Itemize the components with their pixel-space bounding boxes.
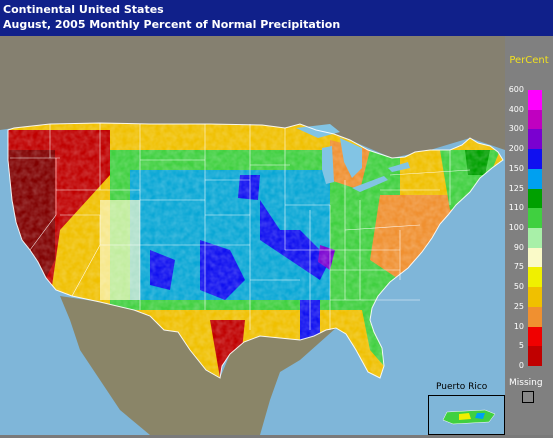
legend-swatch-10 [528,326,542,347]
missing-label: Missing [509,378,543,388]
legend-title: PerCent [509,55,549,66]
map-canvas [0,36,505,435]
map-title: Continental United States [3,3,164,16]
legend-label-400: 400 [508,104,524,114]
legend-label-600: 600 [508,85,524,94]
legend-label-0: 0 [518,361,524,370]
lakes [296,124,410,192]
legend-swatch-400 [528,109,542,130]
legend-swatch-90 [528,247,542,268]
legend-swatch-100 [528,228,542,248]
legend-swatch-110 [528,208,542,229]
legend-label-200: 200 [508,144,524,154]
precipitation-map[interactable] [0,36,505,435]
lake-superior [296,124,340,138]
legend-label-110: 110 [508,203,524,213]
legend-swatch-25 [528,306,542,327]
missing-swatch [522,391,534,403]
legend-label-90: 90 [513,242,524,252]
legend-swatch-125 [528,188,542,209]
puerto-rico-inset [428,395,505,435]
legend-label-50: 50 [513,282,524,292]
title-bar: Continental United States August, 2005 M… [0,0,553,36]
legend-swatch-200 [528,149,542,170]
legend-swatch-300 [528,129,542,150]
puerto-rico-map [442,409,496,425]
legend-label-300: 300 [508,124,524,134]
lake-huron [340,138,362,178]
legend-label-5: 5 [518,341,524,351]
legend-swatch-150 [528,168,542,189]
legend-label-125: 125 [508,183,524,193]
legend-swatch-50 [528,287,542,308]
legend-label-75: 75 [513,262,524,272]
legend-label-25: 25 [513,301,524,311]
mexico-land [60,296,336,435]
legend-swatch-5 [528,346,542,367]
lake-ontario [388,162,410,172]
legend-swatch-75 [528,267,542,288]
map-subtitle: August, 2005 Monthly Percent of Normal P… [3,18,341,31]
lake-michigan [322,146,334,184]
legend-label-100: 100 [508,223,524,232]
legend-label-10: 10 [513,321,524,331]
inset-label: Puerto Rico [436,382,488,392]
canada-land [0,36,505,158]
legend-swatch-600 [528,90,542,110]
state-boundaries [7,122,504,379]
lake-erie [352,176,388,192]
legend-label-150: 150 [508,163,524,173]
